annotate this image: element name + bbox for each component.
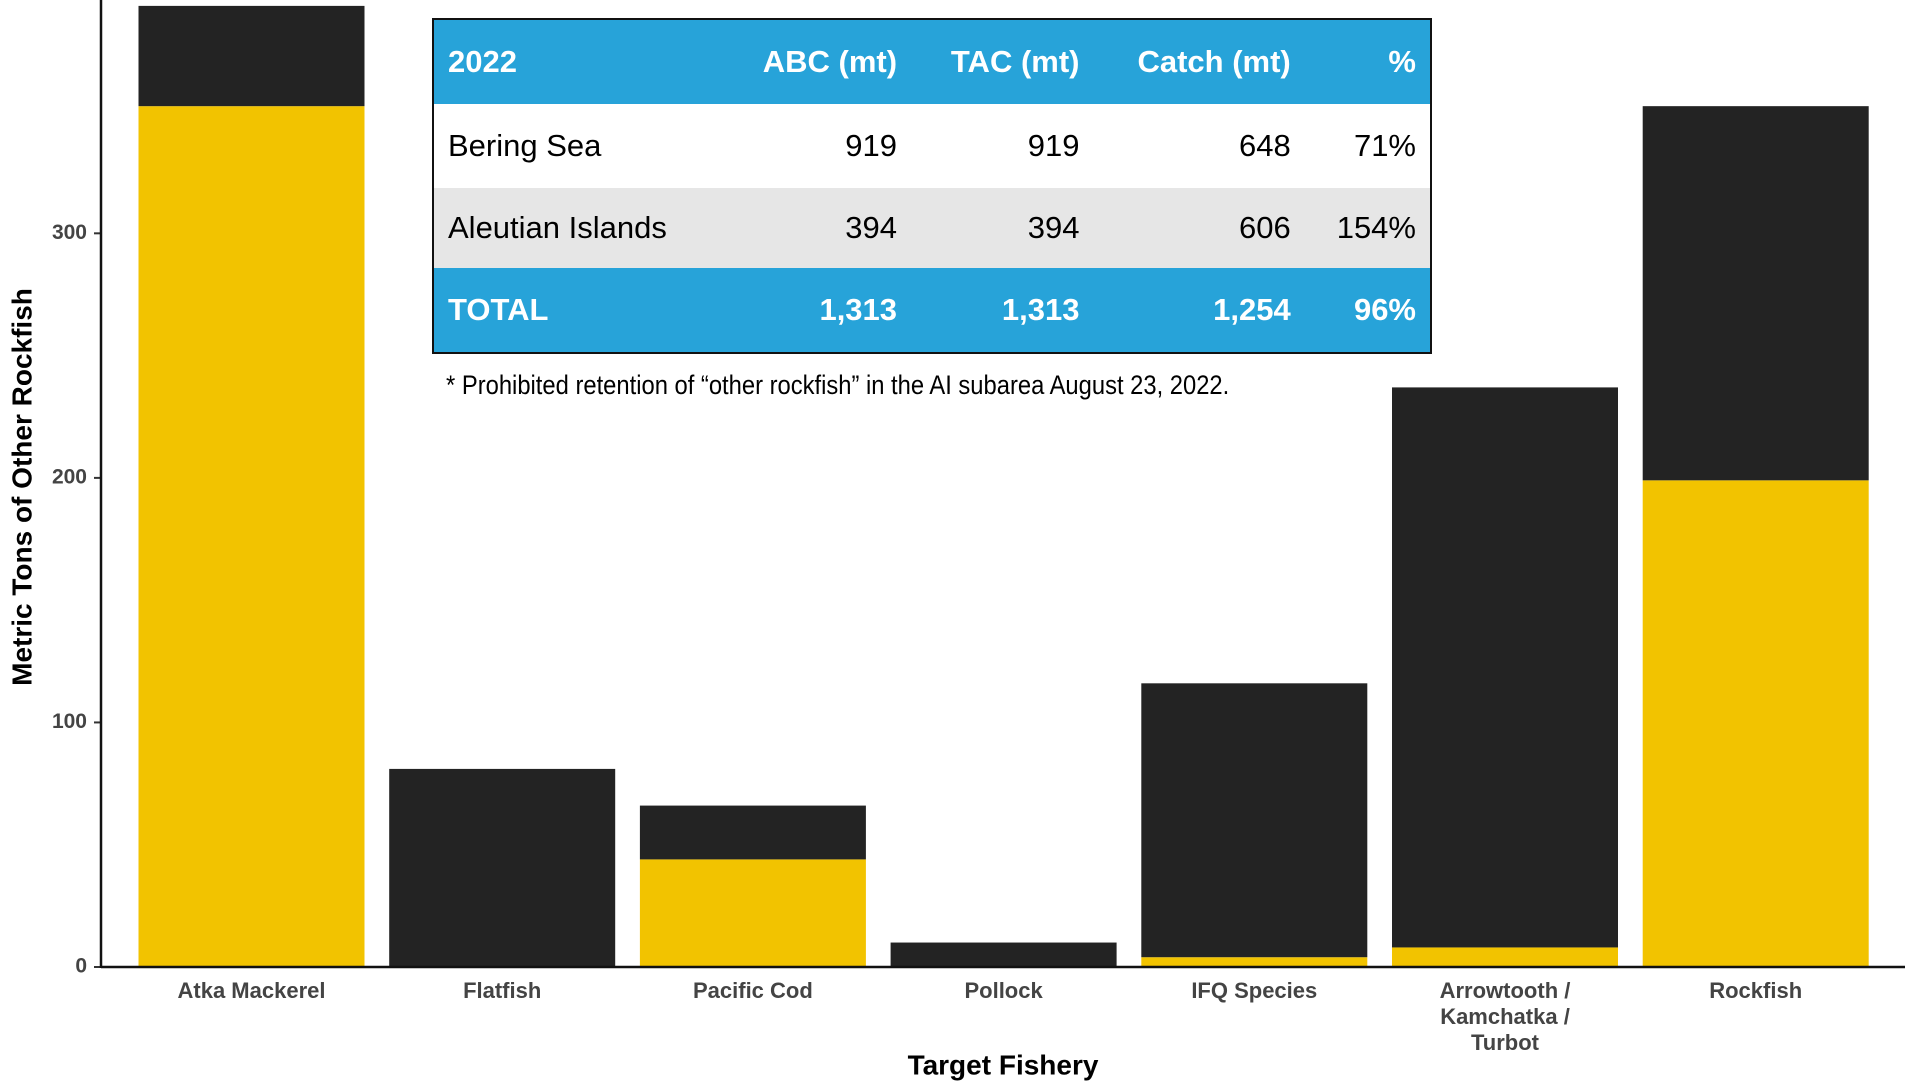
bar-segment: [1141, 683, 1368, 958]
footnote: * Prohibited retention of “other rockfis…: [446, 370, 1230, 400]
table-cell: TOTAL: [433, 268, 722, 353]
table-cell: 394: [911, 188, 1094, 268]
y-tick-label: 100: [52, 710, 87, 733]
y-tick-label: 300: [52, 221, 87, 244]
table-row: TOTAL 1,313 1,313 1,254 96%: [433, 268, 1431, 353]
y-axis-title: Metric Tons of Other Rockfish: [6, 288, 37, 686]
table-cell: 606: [1093, 188, 1305, 268]
table-cell: 71%: [1304, 104, 1431, 188]
table-cell: 1,313: [911, 268, 1094, 353]
x-tick-label: Rockfish: [1709, 978, 1803, 1003]
bar-segment: [389, 768, 616, 967]
table-row: 2022 ABC (mt) TAC (mt) Catch (mt)%: [433, 19, 1431, 104]
table-cell: Bering Sea: [433, 104, 722, 188]
table-cell: ABC (mt): [721, 19, 912, 104]
x-tick-label: Arrowtooth / Kamchatka / Turbot: [1439, 978, 1571, 1055]
x-tick-label: Pacific Cod: [692, 978, 813, 1003]
table-cell: 2022: [433, 19, 722, 104]
table-cell: 648: [1093, 104, 1305, 188]
x-axis-title: Target Fishery: [908, 1049, 1099, 1080]
table-cell: 919: [911, 104, 1094, 188]
table-cell: TAC (mt): [911, 19, 1094, 104]
bar-segment: [1392, 387, 1618, 948]
y-tick-label: 0: [75, 955, 87, 978]
table-cell: 394: [721, 188, 912, 268]
bar-segment: [639, 859, 866, 967]
bar-segment: [890, 942, 1117, 967]
bar-segment: [1642, 480, 1869, 967]
table-row: Aleutian Islands 394 394 606 154%: [433, 188, 1431, 268]
summary-table: 2022 ABC (mt) TAC (mt) Catch (mt)% Bering Se…: [432, 18, 1432, 354]
bar-segment: [1392, 947, 1618, 967]
table-cell: Aleutian Islands: [433, 188, 722, 268]
bar-segment: [1642, 106, 1869, 481]
bar-segment: [138, 5, 365, 107]
table-cell: 154%: [1304, 188, 1431, 268]
bar-segment: [1141, 957, 1368, 967]
bar-segment: [138, 106, 365, 968]
table-cell: 1,254: [1093, 268, 1305, 353]
table-cell: %: [1304, 19, 1431, 104]
table-row: Bering Sea 919 919 648 71%: [433, 104, 1431, 188]
x-tick-label: Pollock: [964, 978, 1043, 1003]
bar-segment: [639, 805, 866, 860]
table-cell: 1,313: [721, 268, 912, 353]
table-cell: Catch (mt): [1093, 19, 1305, 104]
y-tick-label: 200: [52, 465, 87, 488]
table-cell: 919: [721, 104, 912, 188]
table-cell: 96%: [1304, 268, 1431, 353]
x-tick-label: Atka Mackerel: [177, 978, 326, 1003]
x-tick-label: IFQ Species: [1191, 978, 1318, 1003]
x-tick-label: Flatfish: [463, 978, 542, 1003]
